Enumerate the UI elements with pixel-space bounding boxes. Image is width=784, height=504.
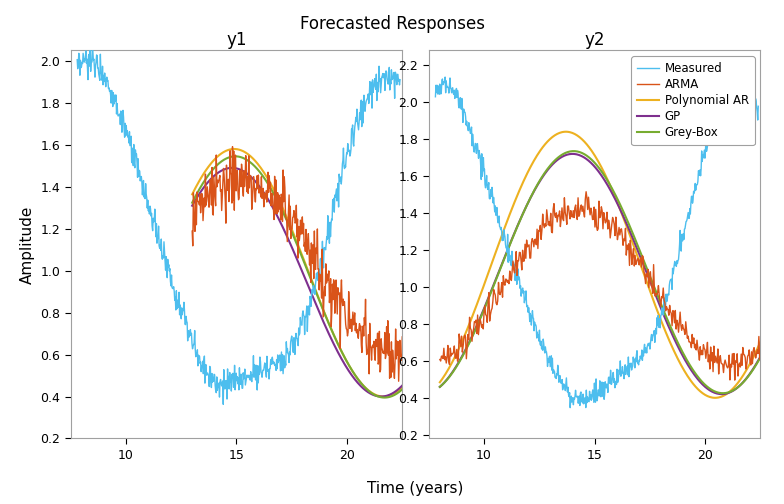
Polynomial AR bbox=[539, 142, 549, 148]
ARMA bbox=[435, 356, 445, 362]
GP bbox=[435, 384, 445, 390]
Measured bbox=[675, 241, 684, 247]
Measured bbox=[514, 274, 524, 280]
Polynomial AR bbox=[637, 267, 647, 273]
ARMA bbox=[730, 377, 739, 383]
Grey-Box bbox=[562, 149, 572, 155]
ARMA bbox=[539, 225, 549, 231]
GP bbox=[669, 335, 678, 341]
Line: Measured: Measured bbox=[435, 77, 758, 408]
Polynomial AR bbox=[474, 297, 483, 303]
Polynomial AR bbox=[669, 347, 678, 353]
Measured bbox=[622, 367, 631, 373]
Grey-Box bbox=[718, 390, 728, 396]
Polynomial AR bbox=[756, 339, 765, 345]
Measured bbox=[488, 200, 498, 206]
Grey-Box bbox=[474, 320, 483, 326]
Grey-Box bbox=[568, 148, 578, 154]
Polynomial AR bbox=[711, 395, 720, 401]
GP bbox=[539, 171, 549, 177]
GP bbox=[562, 152, 572, 158]
Polynomial AR bbox=[435, 379, 445, 385]
Grey-Box bbox=[667, 327, 677, 333]
ARMA bbox=[562, 221, 572, 227]
Text: Time (years): Time (years) bbox=[368, 481, 463, 496]
Measured bbox=[430, 94, 440, 100]
GP bbox=[717, 391, 727, 397]
GP bbox=[568, 151, 577, 157]
Grey-Box bbox=[435, 384, 445, 390]
Line: ARMA: ARMA bbox=[440, 192, 760, 380]
Line: GP: GP bbox=[440, 154, 760, 394]
Polynomial AR bbox=[561, 129, 571, 135]
ARMA bbox=[637, 253, 647, 259]
Title: y2: y2 bbox=[584, 31, 605, 49]
ARMA bbox=[582, 188, 591, 195]
ARMA bbox=[667, 323, 677, 329]
Measured bbox=[753, 103, 763, 109]
Measured bbox=[441, 74, 450, 80]
ARMA bbox=[669, 309, 678, 315]
Grey-Box bbox=[539, 170, 549, 176]
Measured bbox=[565, 405, 575, 411]
Grey-Box bbox=[669, 331, 678, 337]
Polynomial AR bbox=[667, 344, 677, 350]
Title: y1: y1 bbox=[226, 31, 247, 49]
Y-axis label: Amplitude: Amplitude bbox=[20, 205, 34, 284]
Line: Grey-Box: Grey-Box bbox=[440, 151, 760, 393]
Polynomial AR bbox=[563, 129, 572, 135]
Text: Forecasted Responses: Forecasted Responses bbox=[299, 15, 485, 33]
Grey-Box bbox=[756, 354, 765, 360]
GP bbox=[474, 319, 483, 325]
ARMA bbox=[474, 332, 483, 338]
ARMA bbox=[756, 356, 765, 362]
GP bbox=[756, 353, 765, 359]
Legend: Measured, ARMA, Polynomial AR, GP, Grey-Box: Measured, ARMA, Polynomial AR, GP, Grey-… bbox=[631, 56, 754, 145]
GP bbox=[667, 331, 677, 337]
Measured bbox=[648, 338, 657, 344]
Measured bbox=[578, 400, 587, 406]
Line: Polynomial AR: Polynomial AR bbox=[440, 132, 760, 398]
GP bbox=[637, 259, 647, 265]
Grey-Box bbox=[637, 254, 647, 260]
